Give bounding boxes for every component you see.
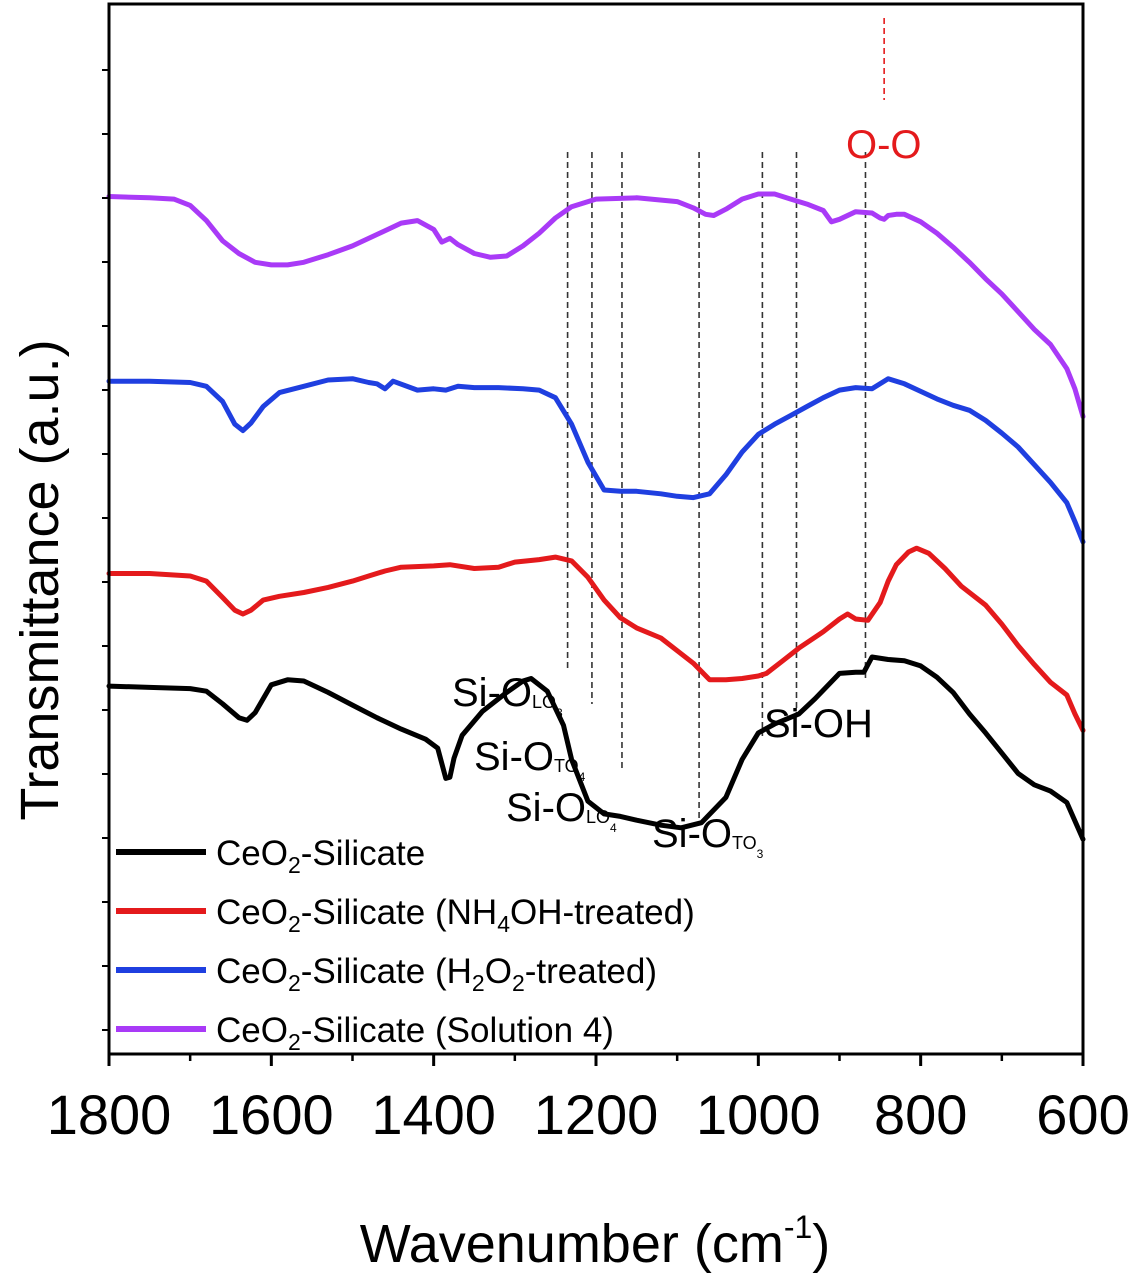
legend-text: CeO — [216, 1011, 288, 1050]
x-tick-label: 1200 — [534, 1083, 659, 1146]
legend-subscript: 4 — [497, 911, 510, 937]
annotation-si-o-to3-sub: TO — [732, 833, 757, 853]
annotation-si-o-lo3: Si-OLO3 — [452, 671, 563, 720]
legend-text: CeO — [216, 893, 288, 932]
y-axis-label: Transmittance (a.u.) — [10, 339, 70, 820]
axis-ticks: 1800 1600 1400 1200 1000 800 600 — [47, 69, 1130, 1146]
x-axis-label-superscript: -1 — [784, 1209, 812, 1245]
annotation-o-o: O-O — [846, 123, 922, 167]
x-tick-label: 800 — [874, 1083, 967, 1146]
legend-subscript: 2 — [288, 1029, 301, 1055]
legend-text: -Silicate (Solution 4) — [301, 1011, 614, 1050]
legend-text: CeO — [216, 834, 288, 873]
annotation-si-o-lo3-sub: LO — [532, 692, 556, 712]
legend-label: CeO2-Silicate (H2O2-treated) — [216, 952, 657, 996]
legend-label: CeO2-Silicate — [216, 834, 425, 878]
legend-text: CeO — [216, 952, 288, 991]
legend-text: O — [485, 952, 512, 991]
annotation-si-o-lo4: Si-OLO4 — [506, 786, 617, 835]
series-group — [106, 191, 1086, 842]
legend-subscript: 2 — [288, 911, 301, 937]
legend-text: -treated) — [525, 952, 657, 991]
annotation-si-o-lo3-subsub: 3 — [556, 706, 563, 720]
annotation-si-oh: Si-OH — [764, 702, 873, 746]
annotation-si-oh-main: Si-OH — [764, 702, 873, 746]
annotation-si-o-to4-main: Si-O — [474, 735, 554, 779]
annotation-si-o-lo4-subsub: 4 — [610, 821, 617, 835]
legend-subscript: 2 — [512, 970, 525, 996]
reference-lines — [566, 18, 885, 818]
annotation-si-o-lo4-sub: LO — [586, 807, 610, 827]
annotation-si-o-to3: Si-OTO3 — [652, 812, 764, 861]
legend-label: CeO2-Silicate (Solution 4) — [216, 1011, 614, 1055]
annotation-si-o-to3-main: Si-O — [652, 812, 732, 856]
legend-subscript: 2 — [288, 970, 301, 996]
x-tick-label: 1800 — [47, 1083, 172, 1146]
legend-label: CeO2-Silicate (NH4OH-treated) — [216, 893, 695, 937]
legend-text: -Silicate (H — [301, 952, 472, 991]
x-tick-label: 600 — [1036, 1083, 1129, 1146]
x-axis-label-text: Wavenumber (cm — [360, 1214, 784, 1274]
series-line-1 — [106, 654, 1086, 842]
annotation-si-o-lo3-main: Si-O — [452, 671, 532, 715]
annotation-si-o-to3-subsub: 3 — [757, 847, 764, 861]
annotation-si-o-lo4-main: Si-O — [506, 786, 586, 830]
legend-subscript: 2 — [288, 852, 301, 878]
legend-subscript: 2 — [472, 970, 485, 996]
series-line-2 — [106, 545, 1086, 733]
annotation-o-o-main: O-O — [846, 123, 922, 167]
x-axis-label-tail: ) — [812, 1214, 830, 1274]
annotation-si-o-to4: Si-OTO4 — [474, 735, 586, 784]
legend-text: OH-treated) — [510, 893, 695, 932]
annotation-si-o-to4-sub: TO — [554, 756, 579, 776]
x-axis-label: Wavenumber (cm-1) — [360, 1209, 831, 1274]
x-tick-label: 1600 — [209, 1083, 334, 1146]
series-line-4 — [106, 191, 1086, 420]
x-tick-label: 1400 — [371, 1083, 496, 1146]
annotation-si-o-to4-subsub: 4 — [579, 770, 586, 784]
legend-text: -Silicate (NH — [301, 893, 497, 932]
x-tick-label: 1000 — [696, 1083, 821, 1146]
series-line-3 — [106, 376, 1086, 545]
legend-text: -Silicate — [301, 834, 425, 873]
